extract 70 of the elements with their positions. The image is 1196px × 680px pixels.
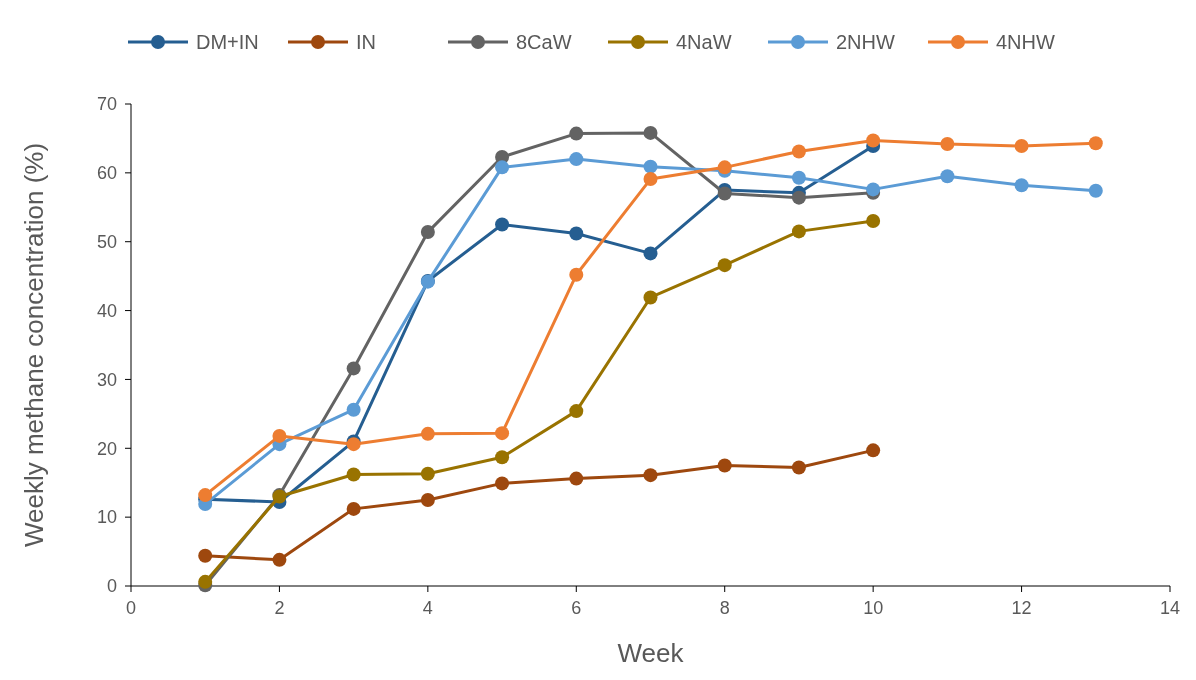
point xyxy=(495,217,510,232)
x-tick-label: 10 xyxy=(863,598,884,618)
x-tick-label: 4 xyxy=(422,598,433,618)
legend-label: 2NHW xyxy=(836,31,896,53)
point xyxy=(569,152,584,167)
y-tick-label: 30 xyxy=(96,369,117,390)
point xyxy=(643,468,658,483)
y-tick-label: 40 xyxy=(96,300,117,321)
point xyxy=(791,224,806,239)
point xyxy=(643,125,658,140)
point xyxy=(791,144,806,159)
point xyxy=(198,574,213,589)
point xyxy=(495,426,510,441)
point xyxy=(420,466,435,481)
point xyxy=(791,460,806,475)
point xyxy=(495,476,510,491)
point xyxy=(866,133,881,148)
x-tick-label: 14 xyxy=(1159,598,1181,618)
point xyxy=(495,450,510,465)
point xyxy=(1088,136,1103,151)
point xyxy=(791,170,806,185)
x-axis-title: Week xyxy=(617,638,685,668)
point xyxy=(643,159,658,174)
point xyxy=(866,443,881,458)
point xyxy=(940,136,955,151)
point xyxy=(346,501,361,516)
point xyxy=(643,246,658,261)
point xyxy=(791,190,806,205)
legend-label: IN xyxy=(356,31,376,53)
point xyxy=(272,552,287,567)
point xyxy=(717,258,732,273)
point xyxy=(569,126,584,141)
point xyxy=(420,225,435,240)
point xyxy=(569,267,584,282)
y-tick-label: 20 xyxy=(96,438,117,459)
point xyxy=(346,361,361,376)
y-tick-label: 50 xyxy=(96,232,117,253)
point xyxy=(1014,178,1029,193)
x-tick-label: 8 xyxy=(719,598,730,618)
point xyxy=(717,458,732,473)
point xyxy=(346,402,361,417)
x-tick-label: 0 xyxy=(125,598,137,618)
y-tick-label: 0 xyxy=(106,576,117,597)
legend-label: 4NaW xyxy=(676,31,732,53)
y-tick-label: 10 xyxy=(96,507,117,528)
point xyxy=(569,226,584,241)
point xyxy=(272,428,287,443)
x-tick-label: 6 xyxy=(571,598,582,618)
legend-label: 8CaW xyxy=(516,31,572,53)
point xyxy=(198,548,213,563)
point xyxy=(940,169,955,184)
point xyxy=(569,471,584,486)
point xyxy=(346,467,361,482)
y-tick-label: 70 xyxy=(96,94,117,115)
point xyxy=(420,426,435,441)
x-tick-label: 12 xyxy=(1011,598,1032,618)
legend-label: 4NHW xyxy=(996,31,1056,53)
point xyxy=(643,290,658,305)
point xyxy=(866,214,881,229)
point xyxy=(1014,139,1029,153)
legend-label: DM+IN xyxy=(196,31,259,53)
point xyxy=(1088,183,1103,198)
point xyxy=(643,172,658,187)
point xyxy=(569,404,584,419)
y-axis-title: Weekly methane concentration (%) xyxy=(19,142,49,548)
point xyxy=(495,160,510,175)
x-tick-label: 2 xyxy=(274,598,285,618)
point xyxy=(420,492,435,507)
y-tick-label: 60 xyxy=(96,163,117,184)
point xyxy=(198,488,213,503)
